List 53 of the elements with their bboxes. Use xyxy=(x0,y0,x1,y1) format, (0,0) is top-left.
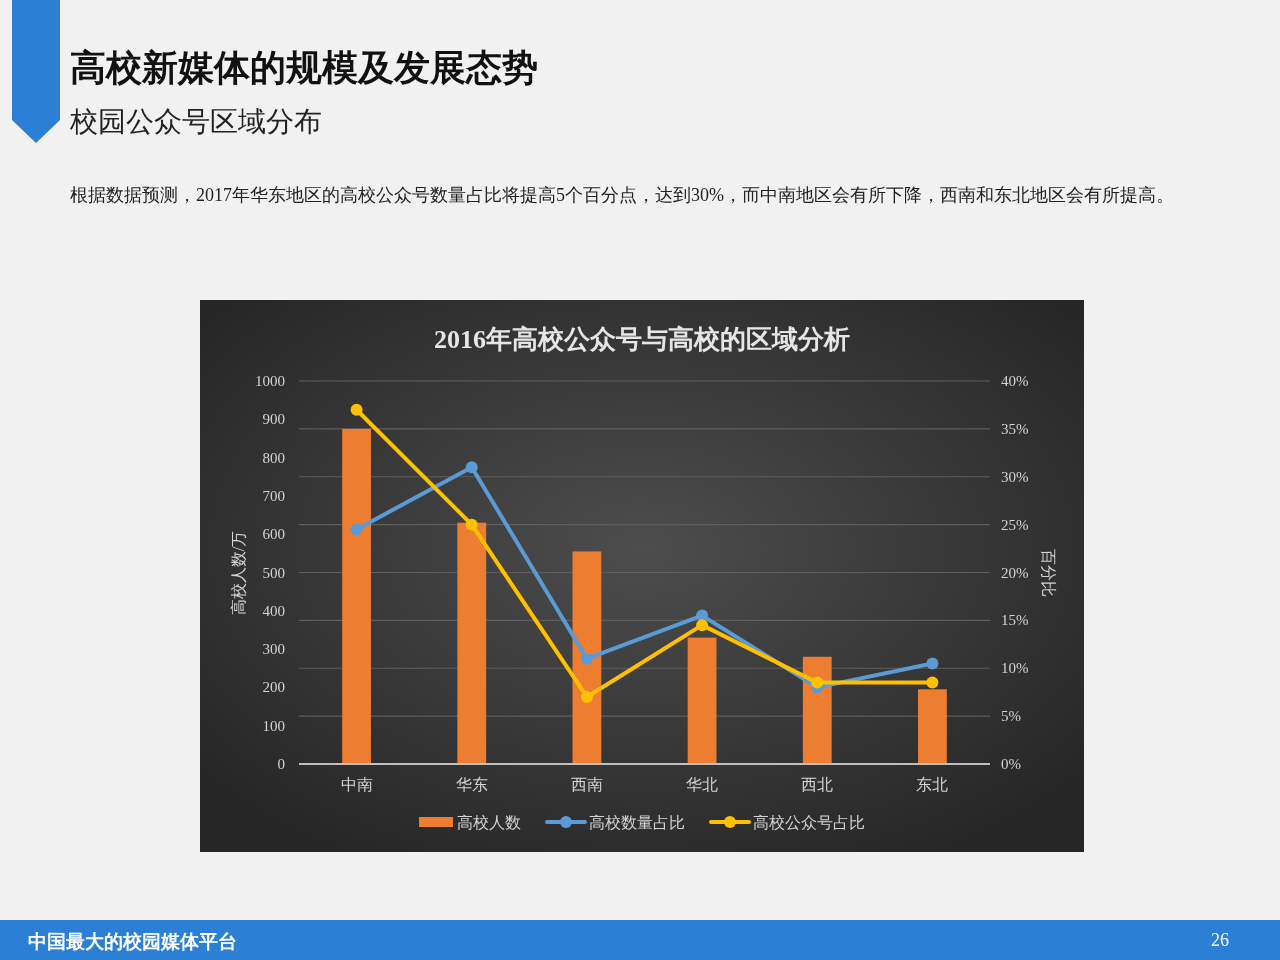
y-tick-label: 100 xyxy=(262,717,285,734)
point xyxy=(350,523,363,536)
x-tick-label: 西北 xyxy=(801,776,834,793)
point xyxy=(580,690,593,703)
point xyxy=(465,461,478,474)
y2-axis-title: 百分比 xyxy=(1040,549,1057,597)
y-tick-label: 300 xyxy=(262,641,285,658)
y-tick-label: 500 xyxy=(262,564,285,581)
point xyxy=(350,403,363,416)
point xyxy=(696,619,709,632)
point xyxy=(926,676,939,689)
legend-label: 高校人数 xyxy=(457,814,521,831)
point xyxy=(580,652,593,665)
y-tick-label: 700 xyxy=(262,487,285,504)
bar xyxy=(572,551,602,764)
legend-label: 高校公众号占比 xyxy=(753,814,865,831)
x-tick-label: 华北 xyxy=(686,776,719,793)
bar xyxy=(918,689,947,764)
legend-label: 高校数量占比 xyxy=(589,814,685,831)
y2-tick-label: 0% xyxy=(1001,756,1021,772)
bar xyxy=(457,522,487,764)
y-tick-label: 0 xyxy=(277,756,285,772)
y2-tick-label: 35% xyxy=(1001,420,1029,437)
y2-tick-label: 20% xyxy=(1001,564,1029,581)
text: 中国最大的校园媒体平台 xyxy=(28,931,237,952)
x-tick-label: 东北 xyxy=(916,776,949,793)
point xyxy=(926,657,939,670)
y2-tick-label: 15% xyxy=(1001,612,1029,629)
point xyxy=(465,518,478,531)
y2-tick-label: 10% xyxy=(1001,660,1029,677)
chart-title: 2016年高校公众号与高校的区域分析 xyxy=(434,325,850,354)
point xyxy=(811,676,824,689)
text: 校园公众号区域分布 xyxy=(69,106,322,137)
x-tick-label: 中南 xyxy=(340,776,373,793)
x-tick-label: 西南 xyxy=(570,776,603,793)
bar xyxy=(342,428,371,764)
y2-tick-label: 30% xyxy=(1001,468,1029,485)
text: 26 xyxy=(1211,930,1229,950)
y-axis-title: 高校人数/万 xyxy=(230,530,247,616)
y2-tick-label: 40% xyxy=(1001,373,1029,389)
y-tick-label: 200 xyxy=(262,679,285,696)
text: 根据数据预测，2017年华东地区的高校公众号数量占比将提高5个百分点，达到30%，而中南地区会有所下降，西南和东北地区会有所提高。 xyxy=(70,184,1175,207)
y2-tick-label: 25% xyxy=(1001,516,1029,533)
text: 高校新媒体的规模及发展态势 xyxy=(70,47,538,88)
bar xyxy=(687,637,717,764)
y-tick-label: 900 xyxy=(262,411,285,428)
y-tick-label: 800 xyxy=(262,449,285,466)
x-tick-label: 华东 xyxy=(455,776,488,793)
y-tick-label: 600 xyxy=(262,526,285,543)
y-tick-label: 1000 xyxy=(255,373,285,389)
bar xyxy=(802,656,832,764)
y2-tick-label: 5% xyxy=(1001,708,1021,725)
y-tick-label: 400 xyxy=(262,602,285,619)
